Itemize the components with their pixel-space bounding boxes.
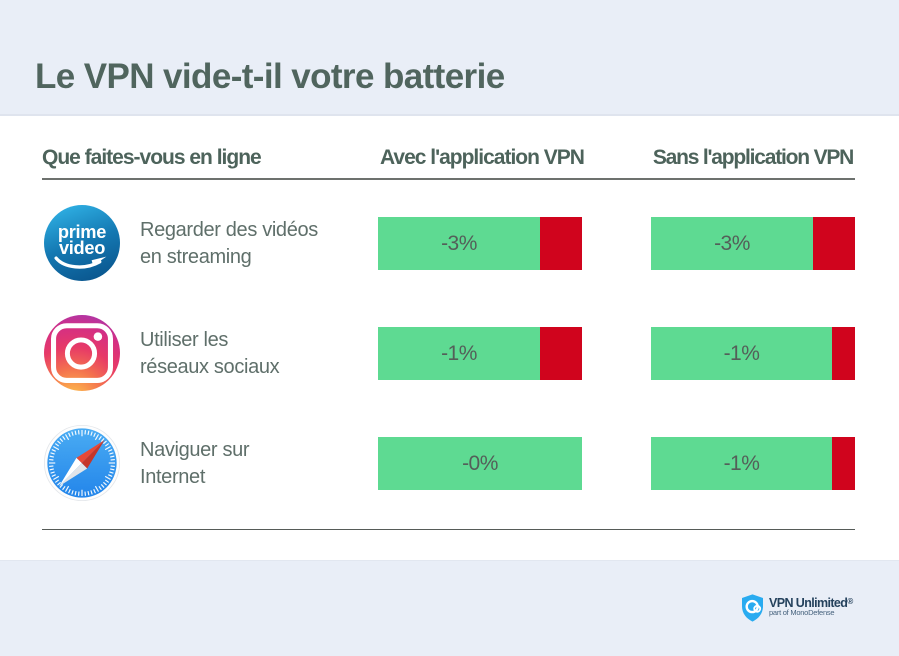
svg-text:prime: prime bbox=[58, 221, 106, 242]
svg-text:video: video bbox=[59, 237, 105, 258]
